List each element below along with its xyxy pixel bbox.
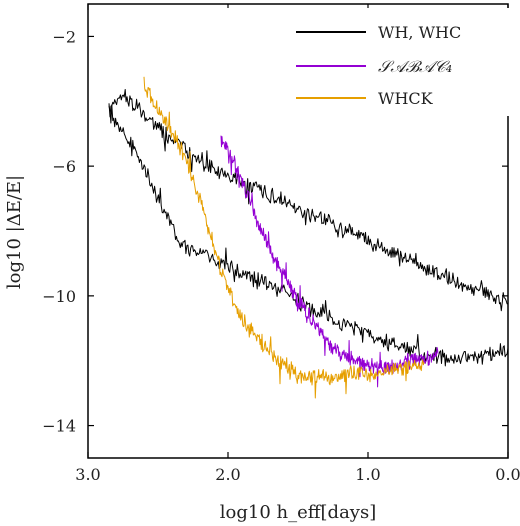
y-tick-label: −2 — [52, 27, 76, 46]
legend: WH, WHC 𝒮𝒜ℬ𝒜𝒞₄ WHCK — [220, 8, 510, 116]
y-axis-label: log10 |ΔE/E| — [4, 175, 25, 289]
series-line-wh-whc-1 — [108, 104, 509, 367]
series-line-whck-0 — [143, 76, 425, 399]
legend-label-whck: WHCK — [378, 89, 434, 108]
x-tick-label: 1.0 — [355, 465, 380, 484]
legend-label-wh-whc: WH, WHC — [378, 23, 461, 42]
series-layer — [108, 76, 509, 399]
x-tick-label: 0.0 — [495, 465, 520, 484]
axes-layer: 3.0 2.0 1.0 0.0 −2 −6 −10 −14 — [42, 3, 520, 484]
x-axis-label: log10 h_eff[days] — [220, 502, 376, 523]
legend-label-sabac4: 𝒮𝒜ℬ𝒜𝒞₄ — [378, 57, 452, 76]
series-line-wh-whc-0 — [108, 89, 509, 312]
legend-box — [220, 8, 510, 116]
x-tick-label: 2.0 — [215, 465, 240, 484]
x-tick-label: 3.0 — [75, 465, 100, 484]
y-tick-label: −14 — [42, 417, 76, 436]
y-tick-label: −6 — [52, 157, 76, 176]
y-tick-label: −10 — [42, 287, 76, 306]
plot-frame — [87, 3, 509, 459]
